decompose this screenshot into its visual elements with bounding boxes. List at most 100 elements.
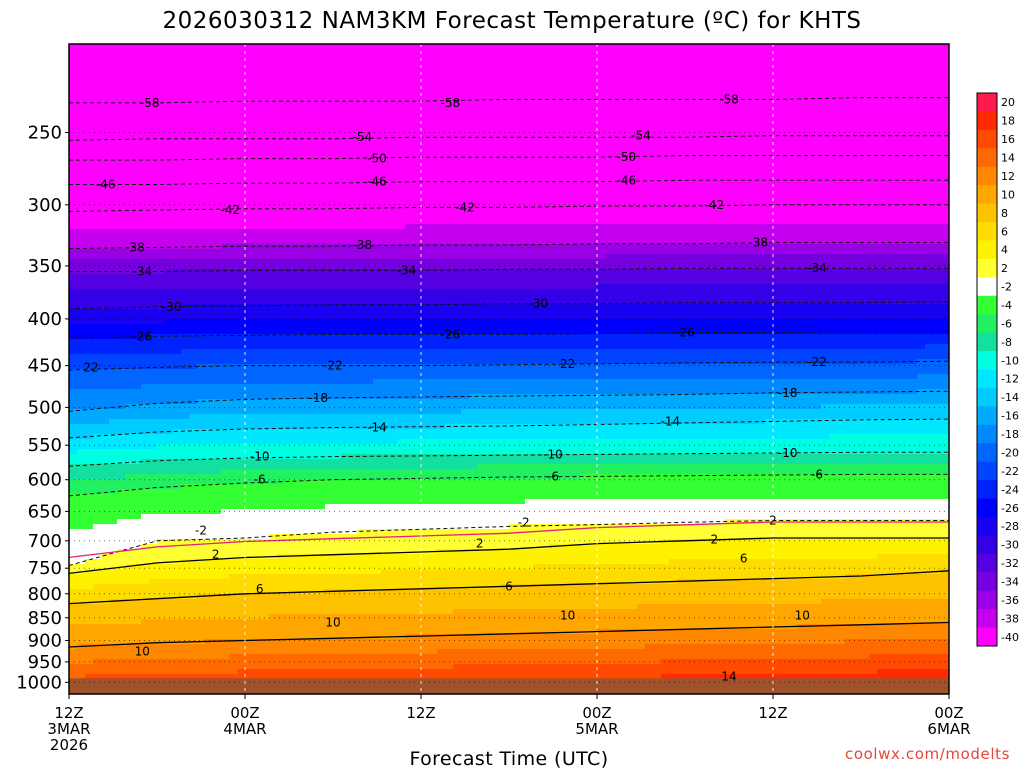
field-cell (917, 84, 926, 90)
field-cell (557, 104, 566, 110)
field-cell (845, 44, 854, 50)
field-cell (549, 124, 558, 130)
field-cell (69, 219, 78, 225)
field-cell (301, 179, 310, 185)
field-cell (813, 89, 822, 95)
field-cell (797, 49, 806, 55)
field-cell (933, 119, 942, 125)
field-cell (693, 124, 702, 130)
field-cell (757, 119, 766, 125)
field-cell (837, 209, 846, 215)
field-cell (421, 99, 430, 105)
field-cell (429, 144, 438, 150)
field-cell (525, 74, 534, 80)
field-cell (525, 99, 534, 105)
field-cell (437, 104, 446, 110)
field-cell (933, 74, 942, 80)
field-cell (293, 234, 302, 240)
field-cell (893, 89, 902, 95)
field-cell (629, 169, 638, 175)
field-cell (157, 194, 166, 200)
field-cell (349, 264, 358, 270)
field-cell (69, 164, 78, 170)
field-cell (309, 249, 318, 255)
field-cell (557, 84, 566, 90)
field-cell (181, 249, 190, 255)
field-cell (925, 114, 934, 120)
field-cell (141, 124, 150, 130)
field-cell (493, 84, 502, 90)
field-cell (733, 149, 742, 155)
field-cell (493, 119, 502, 125)
field-cell (693, 164, 702, 170)
field-cell (781, 74, 790, 80)
field-cell (749, 109, 758, 115)
field-cell (229, 74, 238, 80)
field-cell (405, 234, 414, 240)
field-cell (733, 69, 742, 75)
field-cell (629, 94, 638, 100)
field-cell (317, 64, 326, 70)
field-cell (461, 209, 470, 215)
field-cell (813, 229, 822, 235)
field-cell (317, 219, 326, 225)
field-cell (341, 209, 350, 215)
plot-area (69, 44, 949, 694)
field-cell (765, 239, 774, 245)
field-cell (517, 174, 526, 180)
field-cell (893, 59, 902, 65)
field-cell (325, 164, 334, 170)
field-cell (437, 64, 446, 70)
field-cell (701, 254, 710, 260)
field-cell (597, 239, 606, 245)
field-cell (661, 84, 670, 90)
field-cell (205, 209, 214, 215)
field-cell (909, 229, 918, 235)
field-cell (597, 249, 606, 255)
field-cell (93, 44, 102, 50)
field-cell (685, 249, 694, 255)
field-cell (245, 169, 254, 175)
field-cell (637, 259, 646, 265)
field-cell (333, 259, 342, 265)
field-cell (829, 139, 838, 145)
field-cell (173, 249, 182, 255)
field-cell (805, 44, 814, 50)
field-cell (469, 104, 478, 110)
field-cell (229, 149, 238, 155)
field-cell (85, 49, 94, 55)
field-cell (653, 89, 662, 95)
field-cell (917, 239, 926, 245)
field-cell (581, 189, 590, 195)
field-cell (645, 214, 654, 220)
field-cell (357, 234, 366, 240)
field-cell (637, 264, 646, 270)
field-cell (469, 249, 478, 255)
field-cell (533, 194, 542, 200)
field-cell (477, 114, 486, 120)
field-cell (893, 154, 902, 160)
field-cell (205, 214, 214, 220)
field-cell (869, 189, 878, 195)
field-cell (637, 174, 646, 180)
field-cell (613, 204, 622, 210)
field-cell (877, 204, 886, 210)
field-cell (341, 269, 350, 275)
field-cell (637, 209, 646, 215)
field-cell (357, 239, 366, 245)
field-cell (509, 119, 518, 125)
field-cell (493, 244, 502, 250)
field-cell (261, 129, 270, 135)
field-cell (909, 249, 918, 255)
field-cell (109, 254, 118, 260)
field-cell (717, 244, 726, 250)
field-cell (805, 264, 814, 270)
field-cell (677, 94, 686, 100)
field-cell (389, 199, 398, 205)
field-cell (413, 234, 422, 240)
field-cell (829, 244, 838, 250)
field-cell (725, 89, 734, 95)
field-cell (309, 69, 318, 75)
field-cell (117, 194, 126, 200)
field-cell (213, 114, 222, 120)
